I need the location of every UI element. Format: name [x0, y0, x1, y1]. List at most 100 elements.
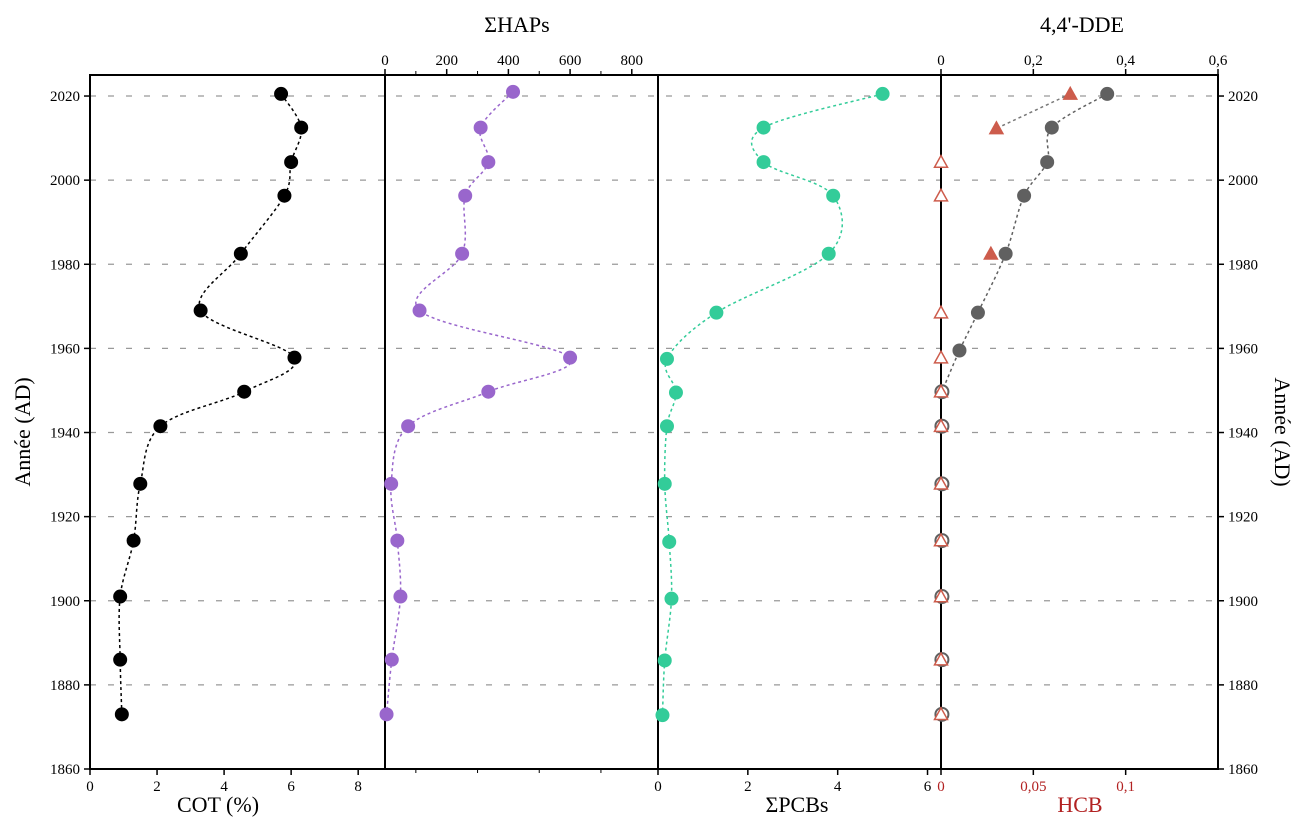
y-tick-label: 1900 [50, 594, 80, 610]
cot-x-tick-label: 2 [153, 779, 161, 795]
hcb-x-tick-label: 0 [937, 779, 945, 795]
hcb-line [996, 93, 1071, 130]
haps-x-tick-label: 0 [381, 53, 389, 69]
haps-point [563, 350, 578, 365]
plot-frame [89, 74, 1219, 770]
hcb-point [933, 651, 949, 666]
dde-point [1040, 155, 1055, 170]
haps-point [393, 589, 408, 604]
pcbs-axis-title: ΣPCBs [766, 792, 829, 817]
dde-point [1017, 188, 1032, 203]
hcb-point [933, 383, 949, 398]
pcbs-point [821, 246, 836, 261]
cot-x-tick-label: 8 [354, 779, 362, 795]
hcb-point [983, 245, 999, 260]
cot-point [193, 303, 208, 318]
haps-point [412, 303, 427, 318]
y-tick-label: 1860 [50, 762, 80, 778]
cot-x-tick-label: 0 [86, 779, 94, 795]
haps-point [458, 188, 473, 203]
hcb-point [1062, 85, 1079, 100]
pcbs-x-tick-label: 2 [744, 779, 752, 795]
dde-line [941, 93, 1108, 393]
pcbs-point [664, 591, 679, 606]
pcbs-point [875, 86, 890, 101]
pcbs-point [756, 120, 771, 135]
pcbs-line [661, 93, 883, 716]
haps-point [390, 533, 405, 548]
y-tick-label: 1880 [1228, 678, 1258, 694]
cot-point [287, 350, 302, 365]
haps-point [401, 419, 416, 434]
pcbs-point [662, 534, 677, 549]
pcbs-point [657, 476, 672, 491]
cot-point [277, 188, 292, 203]
hcb-point [933, 154, 949, 169]
y-tick-label: 1960 [50, 341, 80, 357]
cot-point [233, 246, 248, 261]
hcb-point [933, 349, 949, 364]
dde-x-tick-label: 0,6 [1209, 53, 1228, 69]
pcbs-series [655, 86, 890, 723]
hcb-point [933, 475, 949, 490]
dde-point [1044, 120, 1059, 135]
pcbs-point [826, 188, 841, 203]
y-tick-label: 2000 [50, 173, 80, 189]
y-tick-label: 2000 [1228, 173, 1258, 189]
dde-point [1100, 86, 1115, 101]
cot-point [294, 120, 309, 135]
cot-line [118, 93, 303, 715]
plot-border [89, 74, 1219, 770]
hcb-point [933, 187, 949, 202]
cot-axis-title: COT (%) [177, 792, 259, 817]
dde-point [998, 246, 1013, 261]
haps-x-tick-label: 600 [559, 53, 582, 69]
left-y-axis-title: Année (AD) [10, 377, 35, 486]
hcb-point [933, 418, 949, 433]
pcbs-point [655, 708, 670, 723]
y-tick-label: 1900 [1228, 594, 1258, 610]
dde-point [970, 305, 985, 320]
cot-point [126, 533, 141, 548]
haps-x-tick-label: 200 [435, 53, 458, 69]
haps-point [455, 246, 470, 261]
y-tick-label: 1880 [50, 678, 80, 694]
data-series [113, 84, 1115, 723]
hcb-point [933, 588, 949, 603]
y-tick-label: 2020 [50, 89, 80, 105]
cot-point [274, 86, 289, 101]
cot-point [284, 155, 299, 170]
pcbs-point [756, 155, 771, 170]
dde-series [934, 86, 1115, 722]
cot-point [113, 652, 128, 667]
y-tick-label: 1980 [50, 257, 80, 273]
y-tick-label: 2020 [1228, 89, 1258, 105]
pcbs-point [709, 305, 724, 320]
hcb-x-tick-label: 0,05 [1020, 779, 1046, 795]
pcbs-point [657, 653, 672, 668]
hcb-series [933, 85, 1079, 721]
cot-x-tick-label: 6 [287, 779, 295, 795]
pcbs-x-tick-label: 4 [834, 779, 842, 795]
haps-axis-title: ΣHAPs [484, 12, 549, 37]
hcb-point [988, 120, 1005, 135]
haps-point [379, 707, 394, 722]
dde-point [952, 343, 967, 358]
dde-axis-title: 4,4'-DDE [1040, 12, 1124, 37]
y-tick-label: 1940 [1228, 426, 1258, 442]
grid-lines [90, 95, 1218, 686]
haps-point [473, 120, 488, 135]
y-tick-label: 1960 [1228, 341, 1258, 357]
haps-x-tick-label: 400 [497, 53, 520, 69]
dde-x-tick-label: 0 [937, 53, 945, 69]
haps-point [506, 84, 521, 99]
hcb-point [933, 706, 949, 721]
cot-point [113, 589, 128, 604]
pcbs-x-tick-label: 6 [924, 779, 932, 795]
cot-series [113, 86, 309, 722]
haps-series [379, 84, 578, 722]
right-y-axis-title: Année (AD) [1270, 377, 1295, 486]
y-tick-label: 1980 [1228, 257, 1258, 273]
cot-x-tick-label: 4 [220, 779, 228, 795]
